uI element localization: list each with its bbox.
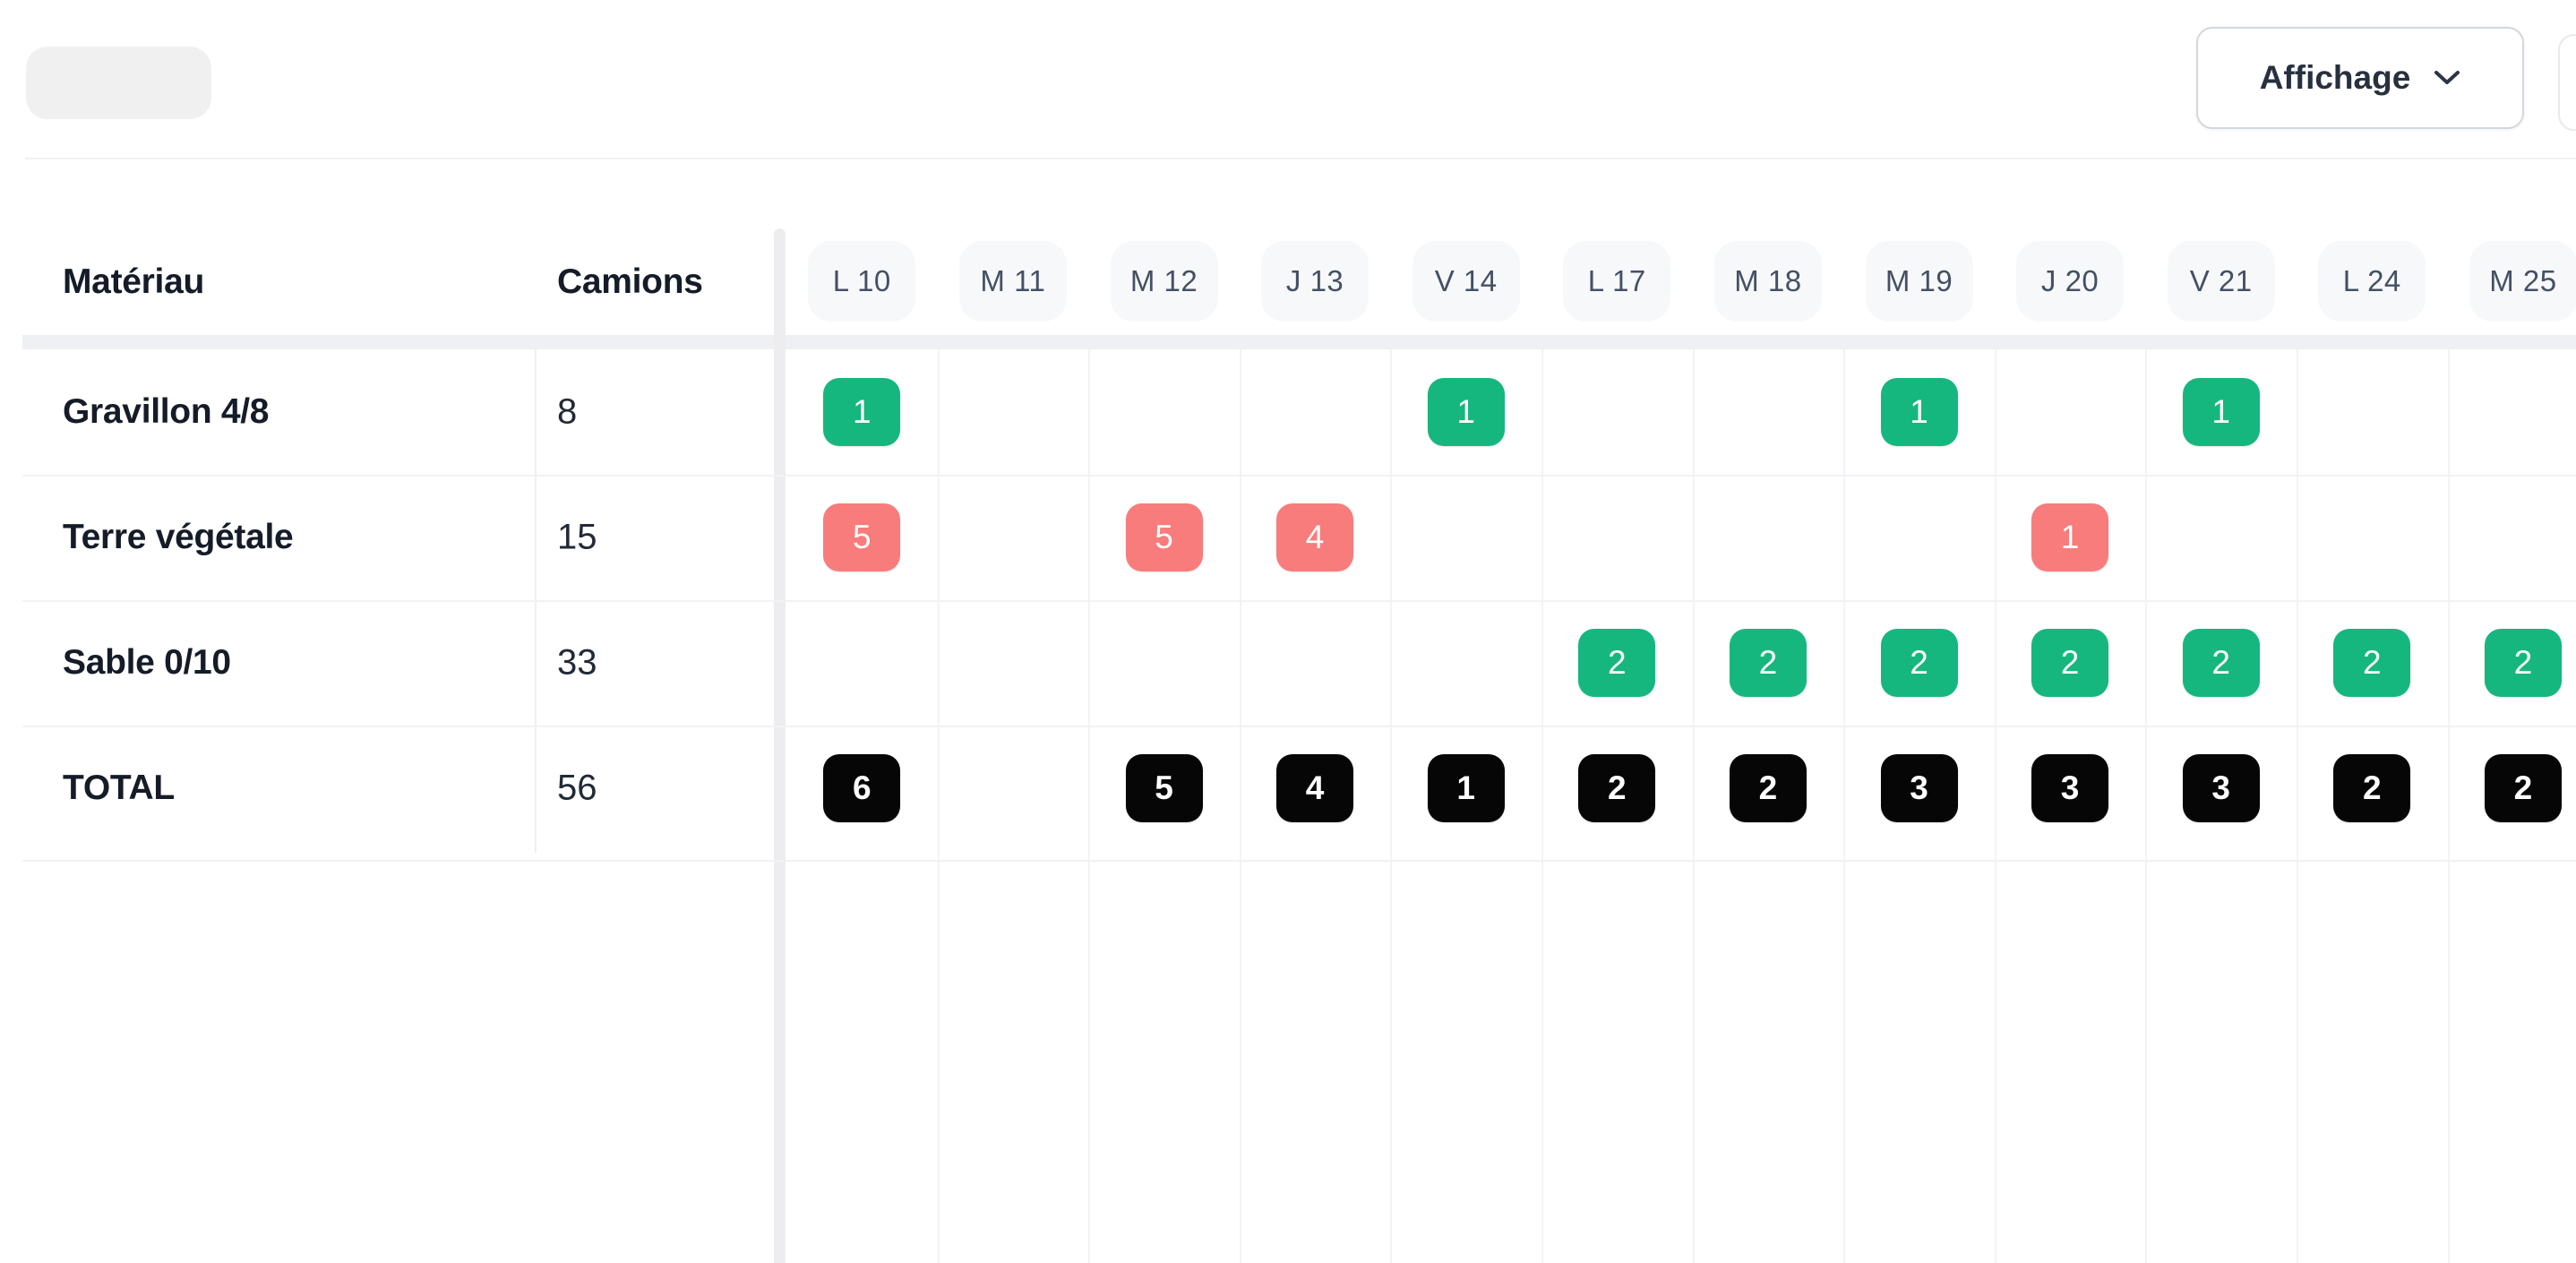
delivery-badge-j-20[interactable]: 2: [2031, 629, 2109, 697]
table-row-gravillon-4-8: Gravillon 4/8 8: [0, 349, 774, 475]
day-header-l-24: L 24: [2318, 241, 2426, 322]
grid-column-line: [937, 349, 940, 1263]
loading-skeleton: [26, 47, 211, 119]
material-name: Sable 0/10: [63, 643, 231, 682]
total-badge-l-10[interactable]: 6: [823, 754, 901, 822]
day-header-l-17: L 17: [1563, 241, 1671, 322]
table-row-total: TOTAL 56: [0, 726, 774, 851]
display-dropdown-button[interactable]: Affichage: [2196, 27, 2524, 129]
grid-row-line: [22, 475, 2576, 477]
trucks-count: 33: [557, 642, 597, 683]
grid-column-line: [2447, 349, 2450, 1263]
delivery-badge-m-19[interactable]: 1: [1880, 378, 1958, 446]
delivery-badge-l-24[interactable]: 2: [2333, 629, 2411, 697]
day-header-j-20: J 20: [2016, 241, 2125, 322]
delivery-badge-v-21[interactable]: 1: [2182, 378, 2260, 446]
grid-row-line: [22, 726, 2576, 727]
day-header-v-21: V 21: [2167, 241, 2275, 322]
total-badge-v-14[interactable]: 1: [1427, 754, 1505, 822]
clipped-toolbar-button[interactable]: [2558, 34, 2576, 131]
delivery-badge-l-10[interactable]: 1: [823, 378, 901, 446]
day-header-m-18: M 18: [1713, 241, 1822, 322]
grid-column-line: [1843, 349, 1846, 1263]
delivery-badge-l-10[interactable]: 5: [823, 503, 901, 571]
toolbar-divider: [25, 158, 2576, 159]
delivery-badge-v-21[interactable]: 2: [2182, 629, 2260, 697]
material-name: Terre végétale: [63, 518, 294, 556]
display-dropdown-label: Affichage: [2259, 59, 2411, 96]
delivery-badge-j-13[interactable]: 4: [1276, 503, 1354, 571]
grid-row-line: [22, 600, 2576, 602]
grid-column-line: [1390, 349, 1393, 1263]
trucks-count: 8: [557, 391, 578, 432]
material-column-header: Matériau: [63, 262, 204, 301]
total-badge-v-21[interactable]: 3: [2182, 754, 2260, 822]
total-badge-m-12[interactable]: 5: [1125, 754, 1203, 822]
grid-column-line: [2297, 349, 2298, 1263]
delivery-badge-m-18[interactable]: 2: [1729, 629, 1807, 697]
day-header-m-25: M 25: [2469, 241, 2576, 322]
total-badge-l-17[interactable]: 2: [1578, 754, 1656, 822]
delivery-badge-m-12[interactable]: 5: [1125, 503, 1203, 571]
delivery-badge-m-19[interactable]: 2: [1880, 629, 1958, 697]
total-badge-m-19[interactable]: 3: [1880, 754, 1958, 822]
total-badge-m-25[interactable]: 2: [2484, 754, 2562, 822]
grid-column-line: [1239, 349, 1241, 1263]
material-name: TOTAL: [63, 769, 175, 807]
total-badge-m-18[interactable]: 2: [1729, 754, 1807, 822]
delivery-badge-m-25[interactable]: 2: [2484, 629, 2562, 697]
table-row-terre-v-g-tale: Terre végétale 15: [0, 475, 774, 600]
material-name: Gravillon 4/8: [63, 392, 270, 431]
trucks-count: 15: [557, 517, 597, 557]
trucks-count: 56: [557, 768, 597, 808]
total-badge-l-24[interactable]: 2: [2333, 754, 2411, 822]
day-header-j-13: J 13: [1261, 241, 1370, 322]
delivery-badge-v-14[interactable]: 1: [1427, 378, 1505, 446]
grid-row-line: [22, 860, 2576, 862]
day-header-m-12: M 12: [1110, 241, 1218, 322]
day-header-v-14: V 14: [1412, 241, 1520, 322]
day-header-m-19: M 19: [1865, 241, 1973, 322]
grid-column-line: [1088, 349, 1091, 1263]
trucks-column-header: Camions: [557, 262, 703, 301]
day-header-m-11: M 11: [958, 241, 1067, 322]
delivery-badge-l-17[interactable]: 2: [1578, 629, 1656, 697]
grid-column-line: [1994, 349, 1996, 1263]
grid-column-line: [1541, 349, 1543, 1263]
total-badge-j-13[interactable]: 4: [1276, 754, 1354, 822]
delivery-badge-j-20[interactable]: 1: [2031, 503, 2109, 571]
total-badge-j-20[interactable]: 3: [2031, 754, 2109, 822]
chevron-down-icon: [2434, 71, 2460, 84]
grid-column-line: [1692, 349, 1695, 1263]
table-row-sable-0-10: Sable 0/10 33: [0, 600, 774, 726]
day-header-l-10: L 10: [808, 241, 916, 322]
grid-column-line: [2145, 349, 2148, 1263]
frozen-panel-divider[interactable]: [774, 228, 786, 1263]
header-bottom-band: [22, 335, 2576, 349]
